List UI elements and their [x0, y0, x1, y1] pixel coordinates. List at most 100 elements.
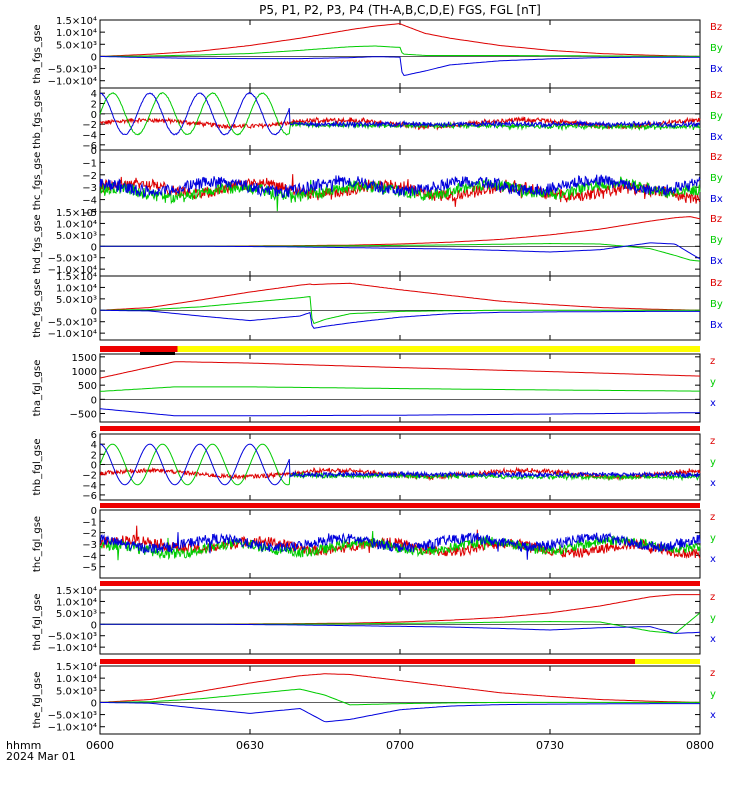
legend-entry: x — [710, 554, 716, 565]
y-tick-label: −5.0×10³ — [48, 318, 97, 329]
series-line-bx — [100, 309, 700, 329]
panel-frame — [99, 433, 701, 501]
legend-entry: x — [710, 710, 716, 721]
status-bar-marker — [140, 352, 175, 355]
y-tick-label: −5.0×10³ — [48, 65, 97, 76]
legend-entry: Bz — [710, 214, 722, 225]
x-tick-label: 0730 — [536, 739, 564, 752]
y-axis-label: thc_fgl_gse — [32, 516, 43, 572]
legend-entry: By — [710, 235, 723, 246]
y-tick-label: 500 — [78, 381, 97, 392]
series-line-y — [100, 612, 701, 634]
y-tick-label: −1.0×10⁴ — [48, 723, 97, 734]
y-axis-label: thb_fgs_gse — [32, 89, 43, 148]
legend-entry: Bx — [710, 320, 723, 331]
series-line-by — [100, 45, 700, 57]
status-bar-segment — [177, 346, 700, 352]
series-line-y — [99, 386, 700, 392]
y-tick-label: 6 — [91, 430, 97, 441]
y-tick-label: 0 — [91, 395, 97, 406]
y-tick-label: 0 — [91, 52, 97, 63]
legend-entry: y — [710, 613, 716, 624]
y-tick-label: −1.0×10⁴ — [48, 77, 97, 88]
y-tick-label: 4 — [91, 440, 97, 451]
status-bar-segment — [100, 346, 178, 352]
y-tick-label: −6 — [82, 141, 97, 152]
y-tick-label: 1.5×10⁴ — [56, 272, 97, 283]
y-tick-label: −5.0×10³ — [48, 254, 97, 265]
legend-entry: By — [710, 173, 723, 184]
y-tick-label: −4 — [82, 481, 97, 492]
y-tick-label: 4 — [91, 89, 97, 100]
y-tick-label: 5.0×10³ — [56, 231, 97, 242]
series-line-y — [99, 443, 701, 486]
legend-entry: Bx — [710, 256, 723, 267]
series-line-bz — [99, 282, 701, 311]
legend-entry: Bz — [710, 152, 722, 163]
legend-entry: Bx — [710, 194, 723, 205]
legend-entry: By — [710, 111, 723, 122]
y-tick-label: −2 — [82, 529, 97, 540]
series-line-bz — [100, 216, 701, 247]
y-axis-label: tha_fgl_gse — [32, 360, 43, 417]
y-tick-label: 1.0×10⁴ — [56, 597, 97, 608]
y-tick-label: −1 — [82, 158, 97, 169]
legend-entry: y — [710, 689, 716, 700]
status-bar-segment — [100, 426, 700, 431]
y-tick-label: 0 — [91, 698, 97, 709]
y-tick-label: 0 — [91, 306, 97, 317]
y-tick-label: 1.5×10⁴ — [56, 16, 97, 27]
series-line-bx — [100, 242, 701, 260]
y-tick-label: 1.0×10⁴ — [56, 28, 97, 39]
footer-date: 2024 Mar 01 — [6, 750, 76, 763]
series-line-z — [99, 525, 701, 560]
y-tick-label: 5.0×10³ — [56, 40, 97, 51]
x-tick-label: 0630 — [236, 739, 264, 752]
legend-entry: y — [710, 377, 716, 388]
legend-entry: z — [710, 436, 715, 447]
series-line-bx — [99, 92, 701, 136]
series-line-z — [99, 673, 700, 703]
legend-entry: Bx — [710, 64, 723, 75]
y-tick-label: −1.0×10⁴ — [48, 643, 97, 654]
y-tick-label: −1.0×10⁴ — [48, 329, 97, 340]
y-tick-label: 0 — [91, 506, 97, 517]
y-tick-label: −5.0×10³ — [48, 632, 97, 643]
status-bar-segment — [100, 659, 635, 664]
y-tick-label: 5.0×10³ — [56, 295, 97, 306]
y-tick-label: 1.5×10⁴ — [56, 586, 97, 597]
series-line-bz — [99, 23, 700, 57]
x-tick-label: 0600 — [86, 739, 114, 752]
x-tick-label: 0700 — [386, 739, 414, 752]
legend-entry: Bx — [710, 132, 723, 143]
y-tick-label: 5.0×10³ — [56, 686, 97, 697]
y-tick-label: 0 — [91, 110, 97, 121]
y-axis-label: thd_fgl_gse — [32, 594, 43, 651]
y-axis-label: tha_fgs_gse — [32, 24, 43, 83]
series-line-x — [99, 408, 701, 417]
y-tick-label: −5.0×10³ — [48, 711, 97, 722]
y-tick-label: 1.0×10⁴ — [56, 674, 97, 685]
series-line-x — [99, 532, 701, 560]
legend-entry: By — [710, 43, 723, 54]
legend-entry: Bz — [710, 278, 722, 289]
legend-entry: z — [710, 592, 715, 603]
legend-entry: x — [710, 398, 716, 409]
y-tick-label: 0 — [91, 146, 97, 157]
series-line-z — [99, 361, 701, 379]
y-tick-label: −4 — [82, 551, 97, 562]
x-tick-label: 0800 — [686, 739, 714, 752]
y-tick-label: −3 — [82, 540, 97, 551]
series-line-x — [99, 443, 701, 486]
y-tick-label: −500 — [70, 410, 97, 421]
legend-entry: y — [710, 533, 716, 544]
series-line-x — [99, 701, 700, 723]
y-tick-label: 5.0×10³ — [56, 609, 97, 620]
legend-entry: y — [710, 457, 716, 468]
legend-entry: By — [710, 299, 723, 310]
y-tick-label: 1.0×10⁴ — [56, 283, 97, 294]
y-axis-label: thc_fgs_gse — [32, 152, 43, 211]
legend-entry: Bz — [710, 90, 722, 101]
status-bar-segment — [100, 581, 700, 586]
